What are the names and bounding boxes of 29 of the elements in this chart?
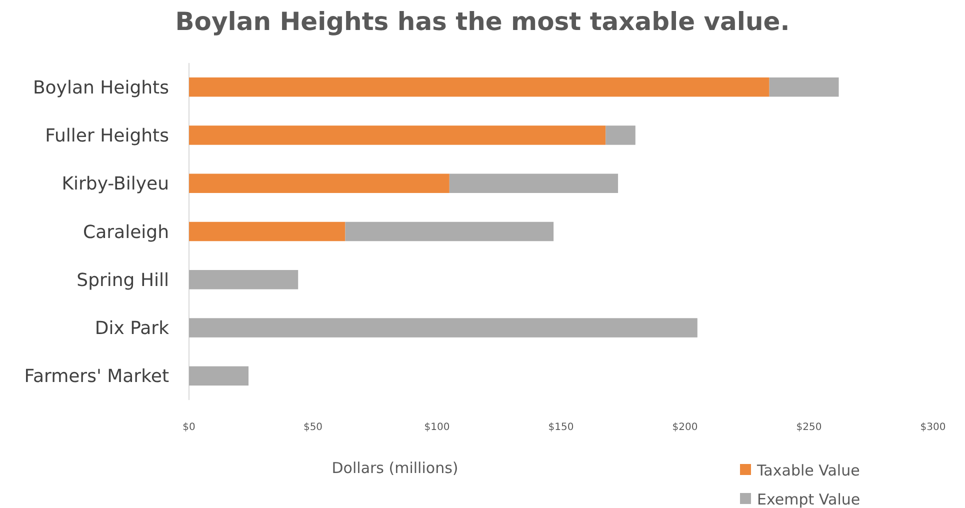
x-tick-label: $50 — [303, 422, 323, 433]
x-tick-label: $100 — [424, 422, 450, 433]
bar — [189, 77, 770, 97]
x-tick-label: $250 — [796, 422, 822, 433]
y-tick-label: Kirby-Bilyeu — [62, 174, 169, 195]
y-tick-label: Fuller Heights — [45, 126, 169, 147]
bar — [769, 77, 839, 97]
y-tick-label: Caraleigh — [83, 222, 169, 243]
y-tick-label: Spring Hill — [76, 270, 169, 291]
bar — [449, 174, 618, 193]
chart-title: Boylan Heights has the most taxable value. — [175, 7, 790, 36]
legend-label: Taxable Value — [756, 461, 860, 480]
bar — [189, 126, 606, 145]
y-tick-label: Boylan Heights — [32, 77, 169, 98]
y-tick-label: Farmers' Market — [24, 366, 169, 388]
bar — [606, 126, 636, 145]
bar — [189, 174, 450, 193]
bar — [189, 222, 346, 242]
x-tick-label: $150 — [548, 422, 574, 433]
bar — [189, 318, 698, 338]
bar — [189, 366, 249, 386]
x-tick-label: $300 — [920, 422, 946, 433]
y-tick-label: Dix Park — [94, 318, 170, 340]
legend-label: Exempt Value — [757, 490, 860, 508]
x-tick-label: $200 — [672, 422, 698, 433]
x-tick-label: $0 — [182, 422, 196, 433]
x-axis-title: Dollars (millions) — [332, 459, 458, 477]
bar — [345, 222, 554, 242]
bar — [189, 270, 298, 290]
